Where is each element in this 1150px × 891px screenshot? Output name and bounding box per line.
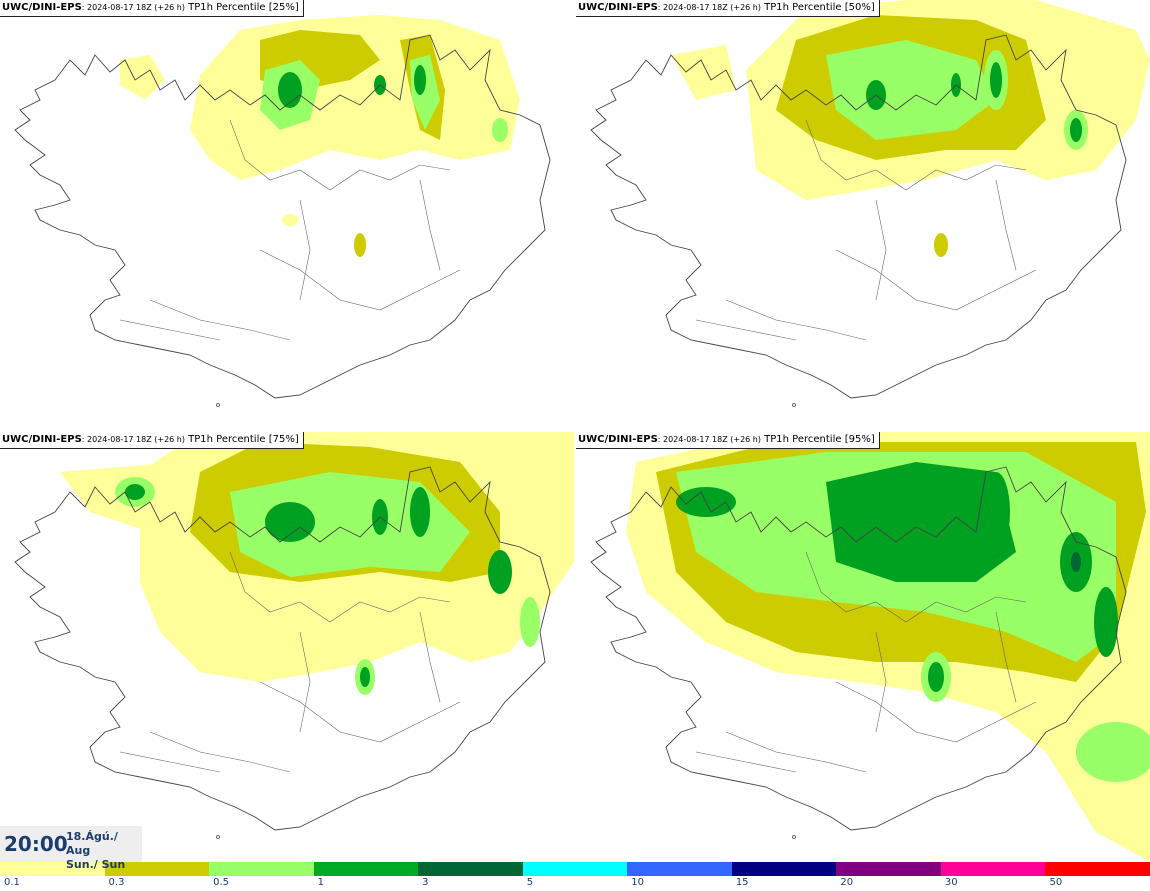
map-panel-p25: UWC/DINI-EPS: 2024-08-17 18Z (+26 h) TP1… [0,0,574,430]
legend-swatch [940,862,1046,876]
field-title: TP1h Percentile [50%] [760,2,875,13]
legend-swatch [836,862,942,876]
run-info: : 2024-08-17 18Z (+26 h) [657,435,761,444]
valid-date-line1: 18.Ágú./ Aug [66,830,118,857]
map-panel-p50: UWC/DINI-EPS: 2024-08-17 18Z (+26 h) TP1… [576,0,1150,430]
valid-date: 18.Ágú./ Aug Sun./ Sun [66,830,142,872]
map-panel-p75: UWC/DINI-EPS: 2024-08-17 18Z (+26 h) TP1… [0,432,574,862]
legend-label: 3 [422,877,429,888]
legend-label: 20 [840,877,854,888]
legend-label: 10 [631,877,644,888]
model-source: UWC/DINI-EPS [578,2,658,13]
legend-label: 0.5 [213,877,229,888]
legend-swatch [104,862,210,876]
panel-title: UWC/DINI-EPS: 2024-08-17 18Z (+26 h) TP1… [576,0,880,17]
legend-swatch [209,862,315,876]
precip-map [14,15,551,407]
legend-swatch [1045,862,1150,876]
valid-time: 20:00 [4,832,68,856]
legend-swatch [522,862,628,876]
valid-date-line2: Sun./ Sun [66,858,126,871]
model-source: UWC/DINI-EPS [2,2,82,13]
model-source: UWC/DINI-EPS [2,434,82,445]
legend-swatch [418,862,524,876]
legend-label: 1 [317,877,324,888]
legend-swatch [313,862,419,876]
legend-swatch [731,862,837,876]
legend-swatch [0,862,106,876]
panel-title: UWC/DINI-EPS: 2024-08-17 18Z (+26 h) TP1… [0,432,304,449]
field-title: TP1h Percentile [75%] [184,434,299,445]
field-title: TP1h Percentile [95%] [760,434,875,445]
model-source: UWC/DINI-EPS [578,434,658,445]
run-info: : 2024-08-17 18Z (+26 h) [657,3,761,12]
precip-map [590,432,1150,862]
precip-map [590,0,1150,407]
field-title: TP1h Percentile [25%] [184,2,299,13]
panel-title: UWC/DINI-EPS: 2024-08-17 18Z (+26 h) TP1… [0,0,304,17]
legend-label: 0.1 [4,877,20,888]
panel-title: UWC/DINI-EPS: 2024-08-17 18Z (+26 h) TP1… [576,432,880,449]
legend-label: 15 [735,877,749,888]
legend-swatch [627,862,733,876]
legend-label: 30 [944,877,958,888]
map-panel-p95: UWC/DINI-EPS: 2024-08-17 18Z (+26 h) TP1… [576,432,1150,862]
run-info: : 2024-08-17 18Z (+26 h) [81,3,185,12]
legend-label: 50 [1049,877,1063,888]
valid-time-box: 20:00 18.Ágú./ Aug Sun./ Sun [0,826,142,871]
panel-divider [574,0,576,862]
legend-label: 5 [526,877,534,888]
precip-map [14,432,574,839]
run-info: : 2024-08-17 18Z (+26 h) [81,435,185,444]
legend-label: 0.3 [108,877,125,888]
color-legend: 0.1 0.3 0.5 1 3 5 10 15 20 30 50 [0,862,1150,891]
